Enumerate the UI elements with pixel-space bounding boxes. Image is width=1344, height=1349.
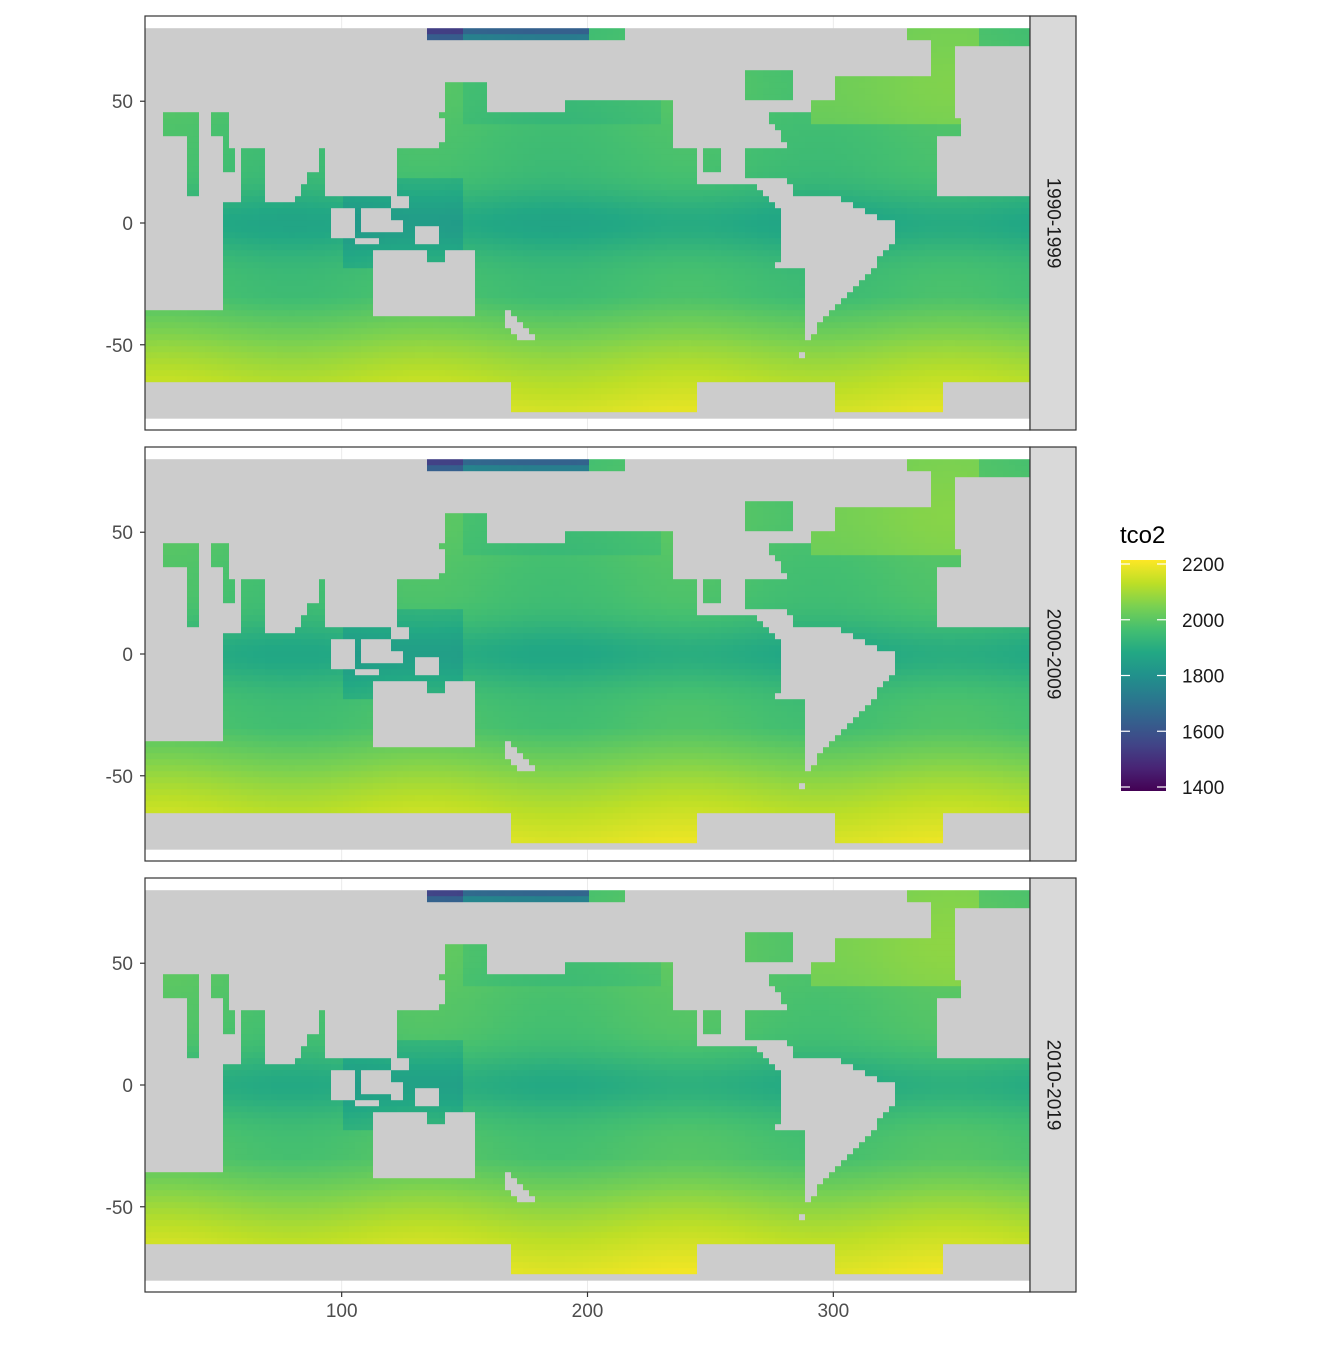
y-tick-label: 50 — [112, 523, 133, 544]
y-tick-label: 0 — [122, 214, 133, 235]
facet-strip: 2010-2019 — [1030, 878, 1076, 1292]
y-tick-label: -50 — [106, 767, 133, 788]
facet-panel: 50 0 -50 1990-1999 — [106, 16, 1076, 430]
facet-panel: 50 0 -50 2010-2019 — [106, 878, 1076, 1292]
x-tick-label: 300 — [817, 1301, 849, 1322]
facet-strip: 1990-1999 — [1030, 16, 1076, 430]
y-tick-label: 0 — [122, 1076, 133, 1097]
x-tick-label: 100 — [326, 1301, 358, 1322]
y-tick-label: -50 — [106, 1198, 133, 1219]
y-tick-label: 0 — [122, 645, 133, 666]
y-tick-label: -50 — [106, 336, 133, 357]
raster-cells — [145, 890, 1033, 1280]
legend-break-label: 1800 — [1182, 667, 1224, 688]
raster-cells — [145, 28, 1033, 419]
facet-panel: 50 0 -50 2000-2009 — [106, 447, 1076, 861]
facet-strip-label: 1990-1999 — [1043, 178, 1064, 269]
y-tick-label: 50 — [112, 954, 133, 975]
y-tick-label: 50 — [112, 92, 133, 113]
legend-title: tco2 — [1120, 522, 1165, 549]
legend-break-label: 1400 — [1182, 778, 1224, 799]
facet-strip: 2000-2009 — [1030, 447, 1076, 861]
facet-strip-label: 2000-2009 — [1043, 609, 1064, 700]
legend-break-label: 1600 — [1182, 722, 1224, 743]
color-legend: tco2 2200 2000 1800 1600 1400 — [1120, 522, 1224, 799]
x-axis: 100 200 300 — [326, 1292, 849, 1322]
facet-strip-label: 2010-2019 — [1043, 1040, 1064, 1131]
legend-break-label: 2000 — [1182, 611, 1224, 632]
raster-cells — [145, 459, 1033, 850]
legend-break-label: 2200 — [1182, 555, 1224, 576]
x-tick-label: 200 — [572, 1301, 604, 1322]
facet-panels: 50 0 -50 1990-1999 50 0 -50 2000-2009 50 0 -50 2010… — [106, 16, 1076, 1292]
